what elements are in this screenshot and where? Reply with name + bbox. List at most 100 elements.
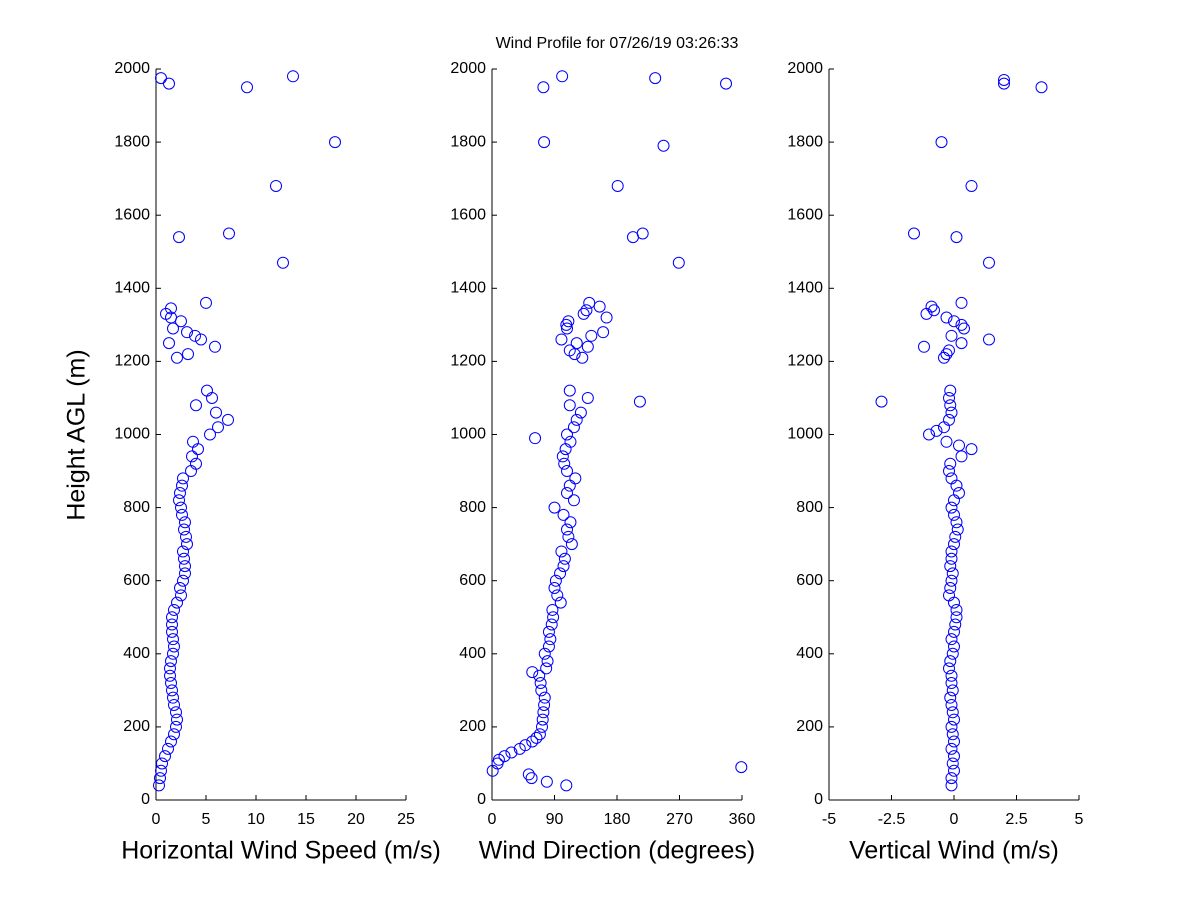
point [945,574,958,587]
point [951,523,964,536]
point [998,77,1010,90]
point [538,698,551,711]
point [167,691,179,704]
point [945,720,958,733]
point [561,486,573,499]
x-tick-label: 5 [1075,811,1084,828]
point [577,307,590,320]
point [950,516,963,529]
point [945,742,958,755]
point [948,764,960,777]
point [928,304,940,317]
point [562,530,575,543]
point [948,640,960,653]
point [548,582,561,595]
point [735,761,748,774]
point [983,256,995,269]
point [948,508,960,521]
point [170,720,182,733]
y-tick-label: 1200 [114,353,150,370]
point [176,479,188,492]
point [561,523,573,536]
point [581,340,594,353]
y-tick-label: 1400 [114,280,150,297]
point [944,399,957,412]
point [564,435,577,448]
point [948,735,960,748]
y-tick-label: 1400 [450,280,486,297]
point [955,296,968,309]
point [557,560,570,573]
y-tick-label: 1600 [787,206,823,223]
point [569,472,582,485]
point [166,625,178,638]
point [163,77,175,90]
point [943,344,955,357]
point [536,713,549,726]
point [540,775,553,788]
y-tick-label: 0 [477,791,486,808]
y-tick-label: 200 [796,718,823,735]
point [558,552,571,565]
point [944,384,957,397]
point [519,739,532,752]
y-tick-label: 0 [814,791,823,808]
point [155,764,167,777]
y-tick-label: 2000 [450,60,486,77]
point [593,300,606,313]
point [945,552,958,565]
point [672,256,685,269]
point [159,750,171,763]
y-tick-label: 600 [123,572,150,589]
x-axis-label: Wind Direction (degrees) [479,837,756,865]
point [950,611,963,624]
y-tick-label: 600 [459,572,486,589]
point [168,728,180,741]
point [580,304,593,317]
point [563,344,576,357]
point [945,406,958,419]
point [565,538,578,551]
point [564,516,577,529]
point [611,179,624,192]
point [558,457,571,470]
point [945,633,958,646]
y-tick-label: 200 [459,718,486,735]
point [210,406,222,419]
point [173,231,185,244]
point [576,351,589,364]
point [540,662,553,675]
point [950,603,963,616]
point [908,227,920,240]
point [171,351,183,364]
y-tick-label: 1000 [787,426,823,443]
point [943,391,955,404]
point [154,772,166,785]
x-axis-label: Vertical Wind (m/s) [849,837,1059,865]
point [505,746,518,759]
point [551,589,564,602]
point [948,625,960,638]
point [946,647,959,660]
point [965,443,978,456]
point [562,315,575,328]
point [554,596,567,609]
y-tick-label: 1800 [450,133,486,150]
point [190,399,202,412]
point [277,256,289,269]
point [187,435,199,448]
point [549,574,562,587]
point [945,772,958,785]
point [955,318,968,331]
point [949,530,962,543]
point [935,136,948,149]
point [945,545,958,558]
x-tick-label: 5 [202,811,211,828]
point [561,465,573,478]
point [649,72,662,85]
x-tick-label: 0 [152,811,161,828]
point [944,582,957,595]
point [958,322,970,335]
y-tick-label: 0 [141,791,150,808]
